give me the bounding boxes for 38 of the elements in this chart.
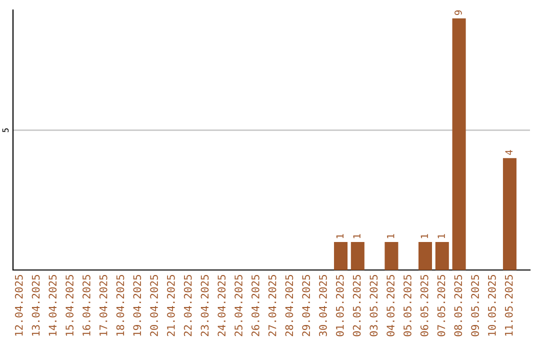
data-label: 1: [438, 234, 445, 238]
data-label: 4: [505, 150, 512, 155]
x-tick-label: 28.04.2025: [285, 275, 294, 336]
x-tick-label: 01.05.2025: [336, 275, 344, 336]
x-tick-label: 12.04.2025: [14, 275, 23, 336]
x-tick-label: 09.05.2025: [471, 275, 479, 336]
data-label: 9: [454, 10, 462, 16]
data-label: 1: [353, 234, 360, 238]
data-label: 1: [336, 234, 344, 238]
x-tick-label: 30.04.2025: [319, 275, 327, 336]
x-tick-label: 14.04.2025: [48, 275, 57, 336]
x-tick-label: 03.05.2025: [370, 275, 378, 336]
x-tick-label: 19.04.2025: [133, 275, 142, 336]
x-tick-label: 08.05.2025: [454, 275, 462, 336]
x-tick-label: 17.04.2025: [99, 275, 108, 336]
x-tick-label: 16.04.2025: [82, 275, 90, 336]
x-tick-label: 11.05.2025: [504, 275, 513, 336]
x-tick-label: 25.04.2025: [234, 275, 242, 336]
x-tick-label: 13.04.2025: [32, 275, 40, 336]
x-tick-label: 29.04.2025: [302, 275, 310, 336]
x-tick-label: 22.04.2025: [184, 275, 192, 336]
x-tick-label: 27.04.2025: [268, 275, 276, 336]
x-tick-label: 24.04.2025: [218, 275, 226, 336]
x-tick-label: 26.04.2025: [251, 275, 260, 336]
x-tick-label: 21.04.2025: [166, 275, 175, 336]
data-label: 1: [420, 234, 428, 238]
x-tick-label: 18.04.2025: [116, 275, 124, 336]
ref-line-label: 5: [2, 128, 9, 132]
x-tick-label: 06.05.2025: [420, 275, 428, 336]
x-tick-label: 10.05.2025: [488, 275, 496, 336]
x-tick-label: 07.05.2025: [437, 275, 446, 336]
data-label: 1: [387, 234, 394, 238]
x-tick-label: 23.04.2025: [200, 275, 209, 336]
x-tick-label: 02.05.2025: [352, 275, 361, 336]
x-tick-label: 15.04.2025: [66, 275, 74, 336]
x-tick-label: 04.05.2025: [386, 275, 395, 336]
x-tick-label: 20.04.2025: [150, 275, 158, 336]
x-tick-label: 05.05.2025: [404, 275, 412, 336]
